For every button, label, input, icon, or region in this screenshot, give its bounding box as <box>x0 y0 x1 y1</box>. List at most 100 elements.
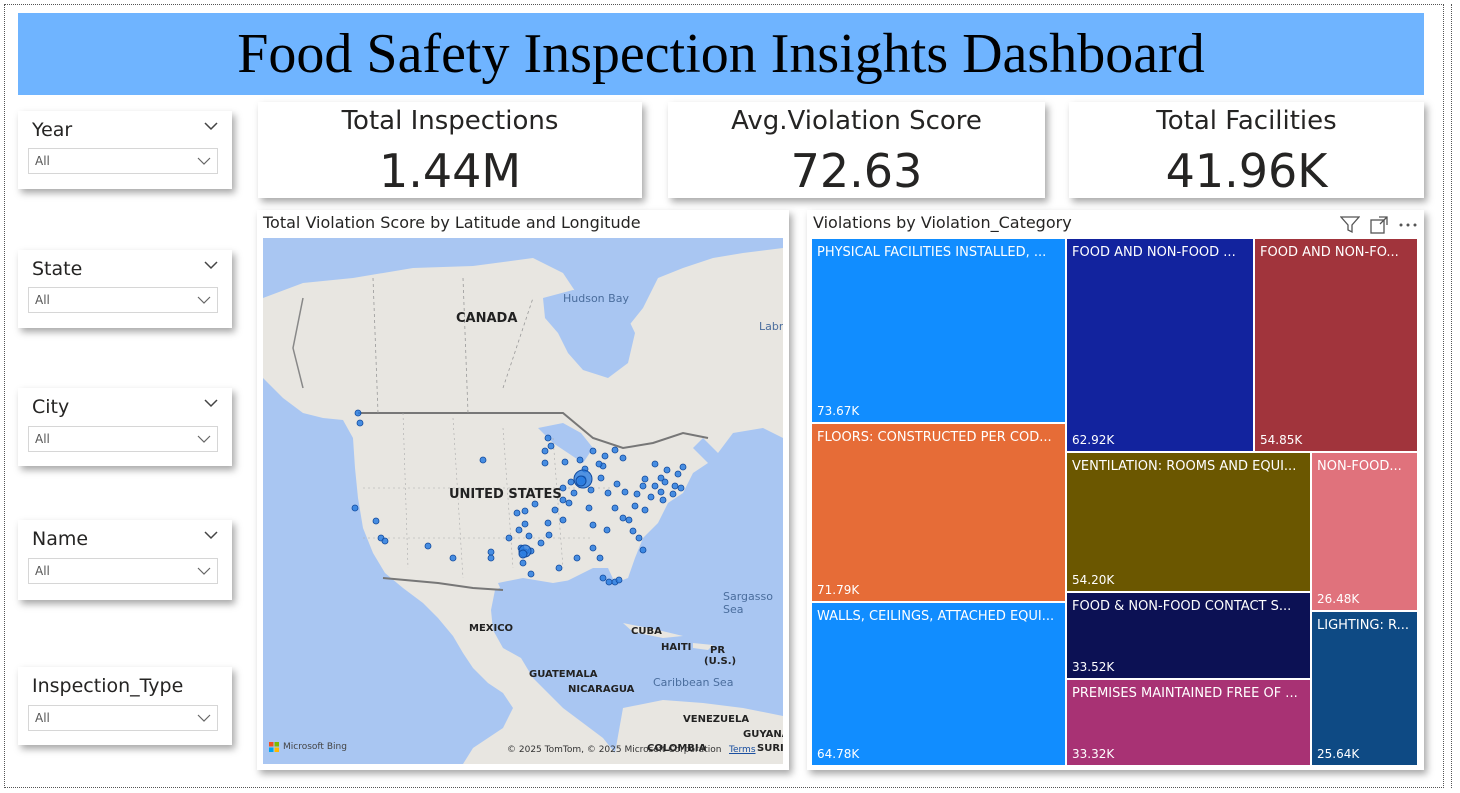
kpi-total-facilities[interactable]: Total Facilities 41.96K <box>1069 102 1424 198</box>
map-bubble[interactable] <box>674 470 682 478</box>
slicer-state[interactable]: State All <box>18 250 232 328</box>
map-bubble[interactable] <box>521 507 529 515</box>
map-bubble[interactable] <box>587 486 595 494</box>
map-bubble[interactable] <box>585 504 593 512</box>
map-bubble-layer[interactable] <box>263 238 783 764</box>
filter-icon[interactable] <box>1340 216 1360 234</box>
map-bubble[interactable] <box>513 509 521 517</box>
map-bubble[interactable] <box>603 526 611 534</box>
map-visual[interactable]: Total Violation Score by Latitude and Lo… <box>257 210 789 770</box>
map-bubble[interactable] <box>479 456 487 464</box>
treemap-cell-food-non-food-2[interactable]: FOOD AND NON-FO... 54.85K <box>1255 239 1417 451</box>
treemap-cell-walls-ceilings[interactable]: WALLS, CEILINGS, ATTACHED EQUI... 64.78K <box>812 603 1065 765</box>
map-bubble[interactable] <box>570 489 578 497</box>
map-bubble[interactable] <box>613 480 621 488</box>
map-bubble[interactable] <box>565 499 573 507</box>
map-bubble[interactable] <box>635 534 643 542</box>
map-bubble[interactable] <box>599 574 607 582</box>
treemap-cell-ventilation[interactable]: VENTILATION: ROOMS AND EQUI... 54.20K <box>1067 453 1310 591</box>
map-bubble[interactable] <box>589 447 597 455</box>
map-bubble[interactable] <box>651 460 659 468</box>
kpi-avg-violation-score[interactable]: Avg.Violation Score 72.63 <box>668 102 1045 198</box>
map-bubble[interactable] <box>631 502 639 510</box>
map-canvas[interactable]: Hudson Bay Labra CANADA UNITED STATES Sa… <box>263 238 783 764</box>
map-bubble[interactable] <box>601 452 609 460</box>
map-bubble[interactable] <box>561 458 569 466</box>
map-bubble[interactable] <box>567 478 575 486</box>
map-bubble[interactable] <box>372 517 380 525</box>
treemap-visual[interactable]: Violations by Violation_Category PHYSICA… <box>807 210 1424 770</box>
map-bubble[interactable] <box>596 554 604 562</box>
chevron-down-icon[interactable] <box>204 398 218 408</box>
map-bubble[interactable] <box>651 482 659 490</box>
map-bubble[interactable] <box>381 537 389 545</box>
map-bubble[interactable] <box>576 456 584 464</box>
slicer-inspection-type[interactable]: Inspection_Type All <box>18 667 232 745</box>
treemap-cell-food-contact[interactable]: FOOD & NON-FOOD CONTACT S... 33.52K <box>1067 593 1310 678</box>
map-bubble[interactable] <box>639 482 647 490</box>
map-bubble[interactable] <box>575 475 587 487</box>
kpi-total-inspections[interactable]: Total Inspections 1.44M <box>258 102 642 198</box>
treemap-cell-premises[interactable]: PREMISES MAINTAINED FREE OF ... 33.32K <box>1067 680 1310 765</box>
map-bubble[interactable] <box>619 454 627 462</box>
map-bubble[interactable] <box>677 484 685 492</box>
slicer-city-dropdown[interactable]: All <box>28 426 218 452</box>
map-bubble[interactable] <box>633 490 641 498</box>
map-bubble[interactable] <box>604 489 612 497</box>
map-bubble[interactable] <box>555 564 563 572</box>
map-bubble[interactable] <box>611 446 619 454</box>
map-bubble[interactable] <box>515 526 523 534</box>
map-bubble[interactable] <box>537 539 545 547</box>
treemap-cell-floors[interactable]: FLOORS: CONSTRUCTED PER COD... 71.79K <box>812 424 1065 601</box>
map-bubble[interactable] <box>679 463 687 471</box>
map-bubble[interactable] <box>541 447 549 455</box>
focus-mode-icon[interactable] <box>1370 216 1388 234</box>
map-bubble[interactable] <box>449 554 457 562</box>
map-bubble[interactable] <box>629 527 637 535</box>
map-bubble[interactable] <box>541 459 549 467</box>
map-bubble[interactable] <box>544 519 552 527</box>
map-bubble[interactable] <box>657 488 665 496</box>
map-bubble[interactable] <box>595 460 603 468</box>
slicer-year-dropdown[interactable]: All <box>28 148 218 174</box>
map-bubble[interactable] <box>531 500 539 508</box>
map-bubble[interactable] <box>641 506 649 514</box>
slicer-state-dropdown[interactable]: All <box>28 287 218 313</box>
map-bubble[interactable] <box>641 475 649 483</box>
map-bubble[interactable] <box>589 521 597 529</box>
treemap-cell-lighting[interactable]: LIGHTING: R... 25.64K <box>1312 612 1417 765</box>
map-bubble[interactable] <box>625 516 633 524</box>
map-bubble[interactable] <box>671 482 679 490</box>
map-bubble[interactable] <box>559 516 567 524</box>
map-bubble[interactable] <box>605 578 613 586</box>
map-bubble[interactable] <box>551 506 559 514</box>
map-bubble[interactable] <box>547 442 555 450</box>
treemap-cell-non-food[interactable]: NON-FOOD... 26.48K <box>1312 453 1417 610</box>
map-bubble[interactable] <box>657 474 665 482</box>
map-bubble[interactable] <box>589 544 597 552</box>
chevron-down-icon[interactable] <box>204 260 218 270</box>
map-bubble[interactable] <box>663 466 671 474</box>
map-bubble[interactable] <box>559 496 567 504</box>
map-bubble[interactable] <box>518 549 528 559</box>
map-bubble[interactable] <box>659 496 667 504</box>
more-options-icon[interactable] <box>1398 222 1418 228</box>
slicer-year[interactable]: Year All <box>18 111 232 189</box>
map-bubble[interactable] <box>487 554 495 562</box>
map-bubble[interactable] <box>351 504 359 512</box>
map-bubble[interactable] <box>611 504 619 512</box>
map-bubble[interactable] <box>597 474 605 482</box>
map-bubble[interactable] <box>615 576 623 584</box>
map-bubble[interactable] <box>424 542 432 550</box>
map-bubble[interactable] <box>573 554 581 562</box>
map-bubble[interactable] <box>639 546 647 554</box>
chevron-down-icon[interactable] <box>204 121 218 131</box>
slicer-city[interactable]: City All <box>18 388 232 466</box>
map-bubble[interactable] <box>661 478 669 486</box>
map-bubble[interactable] <box>621 488 629 496</box>
treemap-cell-food-non-food-1[interactable]: FOOD AND NON-FOOD ... 62.92K <box>1067 239 1253 451</box>
map-bubble[interactable] <box>487 548 495 556</box>
map-bubble[interactable] <box>354 409 362 417</box>
map-bubble[interactable] <box>619 514 627 522</box>
map-bubble[interactable] <box>545 531 553 539</box>
